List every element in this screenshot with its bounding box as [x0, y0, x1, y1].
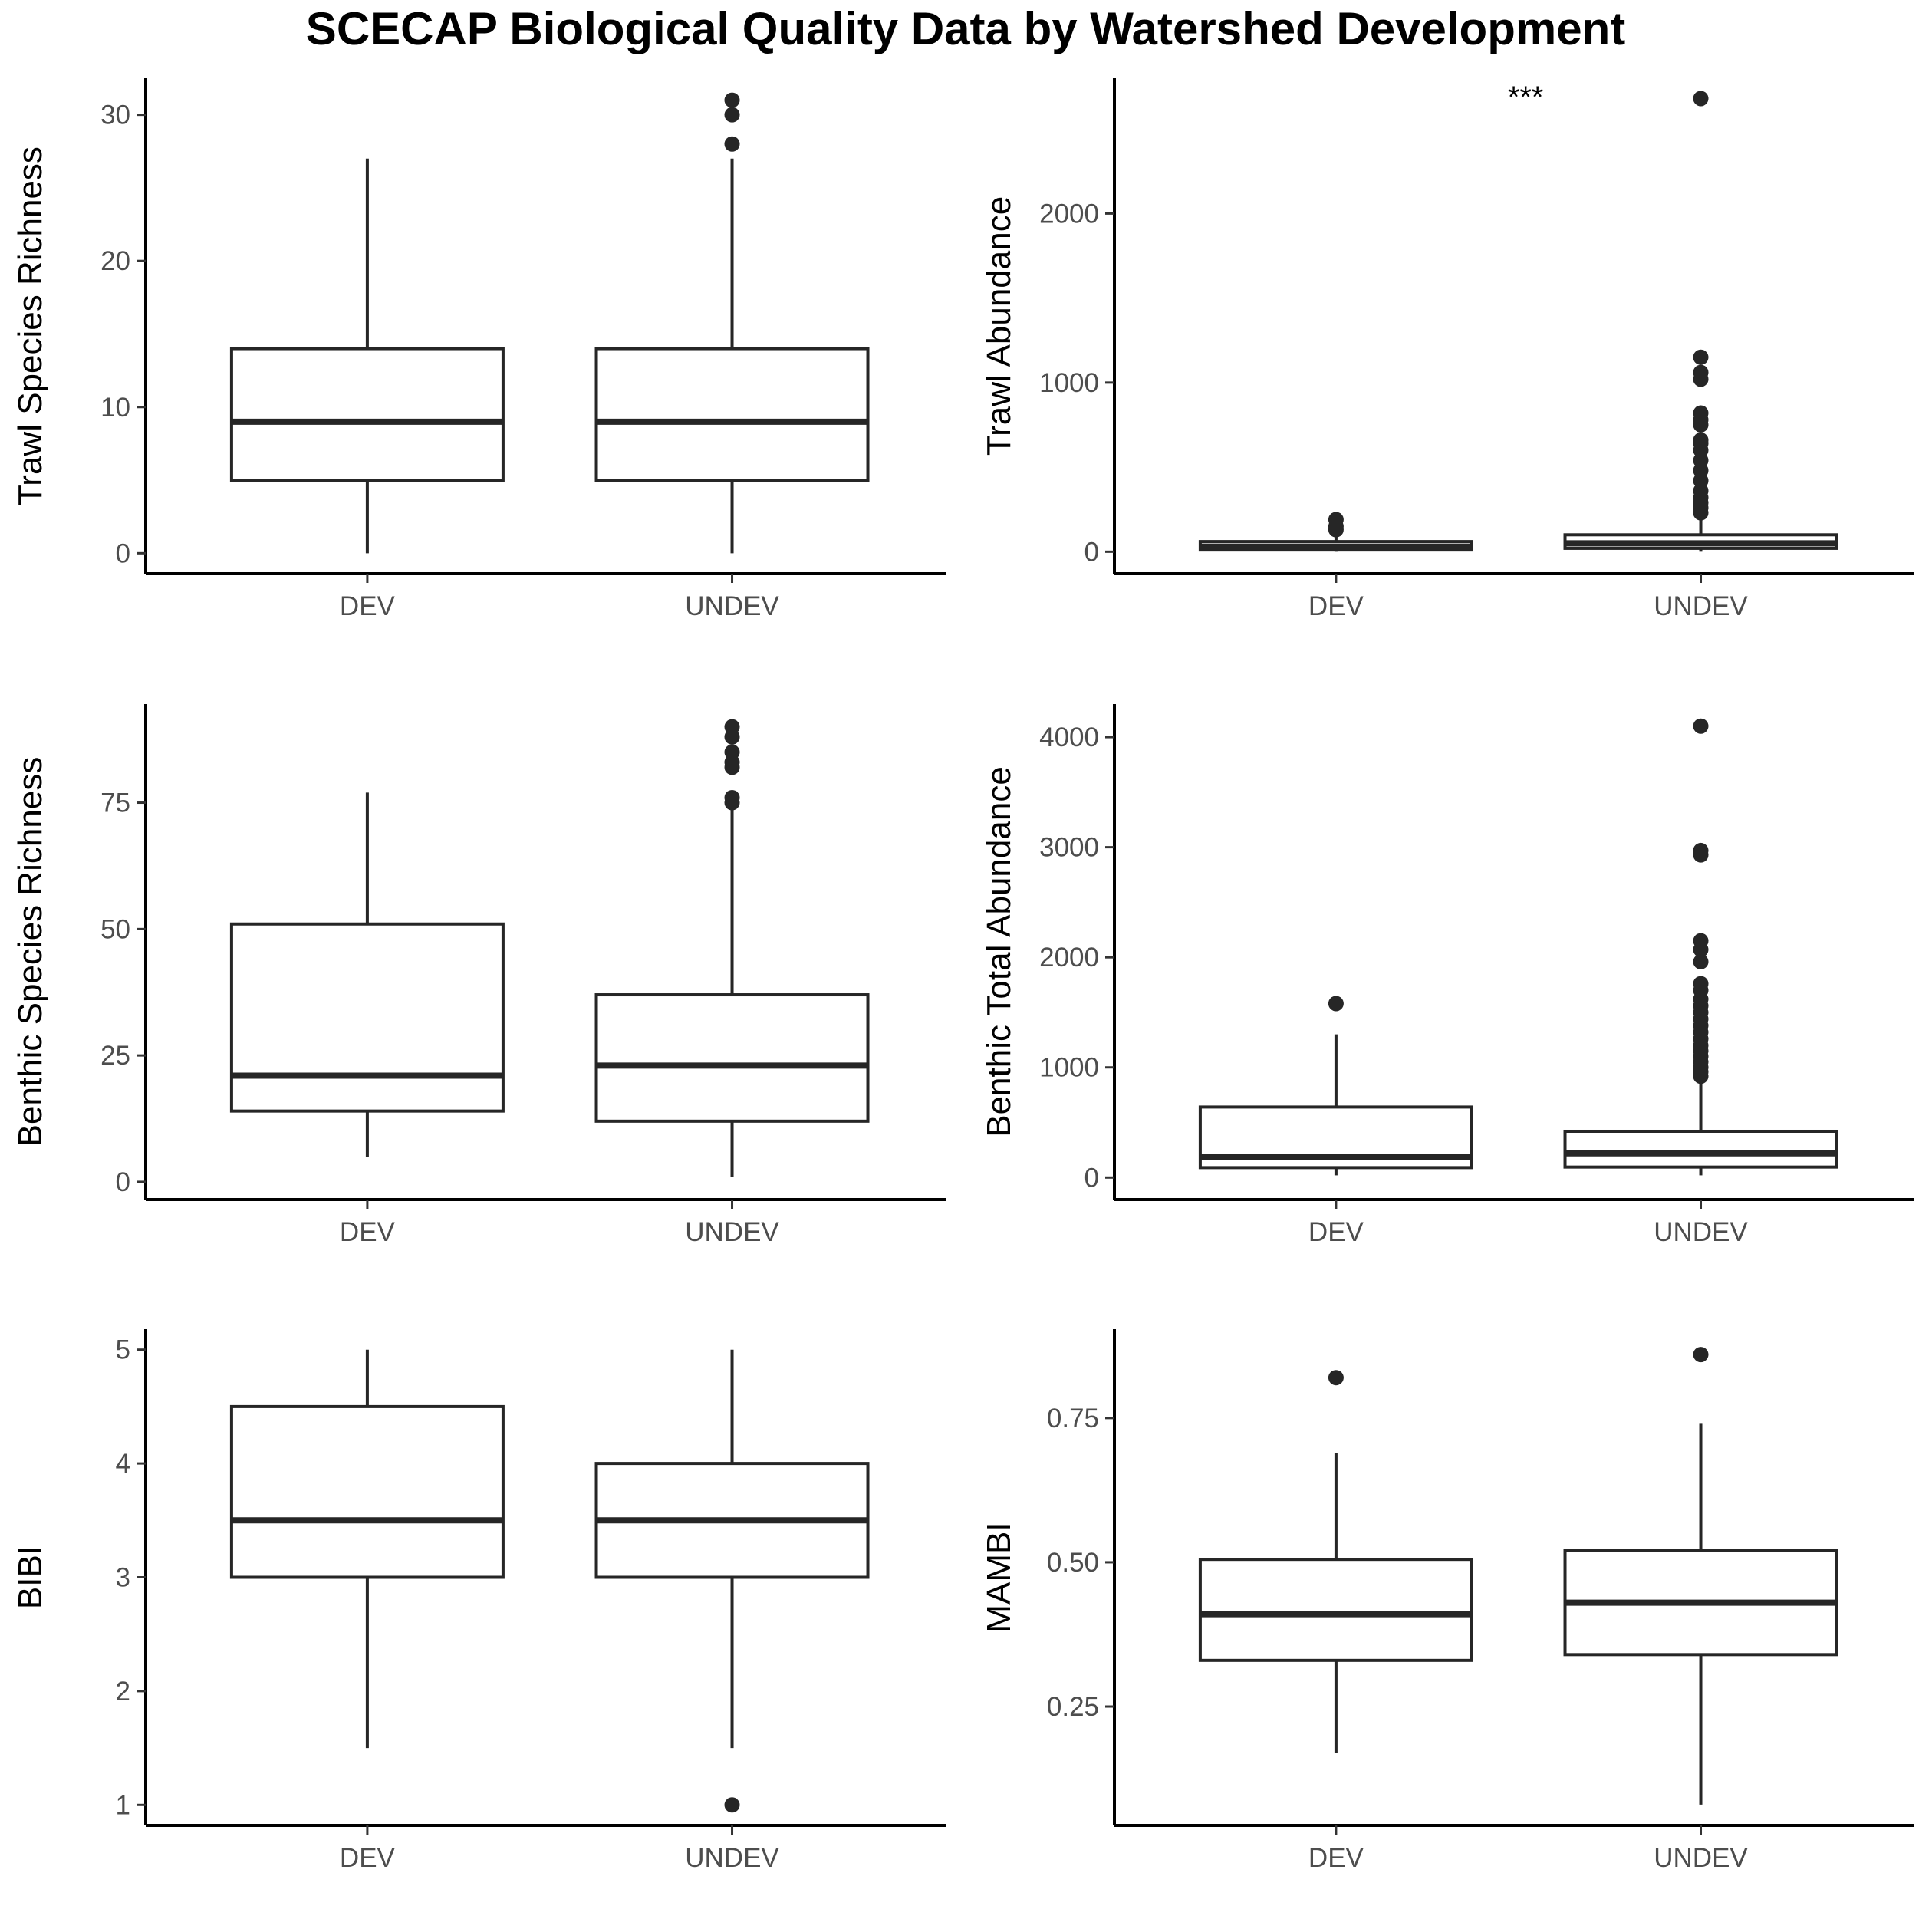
box-dev	[229, 792, 505, 1157]
y-tick-label: 50	[100, 914, 130, 944]
panel-6: MAMBI 0.25 0.50 0.75 DEV UNDEV	[980, 1329, 1914, 1873]
y-axis-label: Trawl Species Richness	[12, 146, 49, 505]
x-tick-label: DEV	[340, 591, 396, 621]
x-tick-label: UNDEV	[1654, 1217, 1748, 1247]
box-dev	[1198, 1370, 1473, 1753]
panel-5: BIBI 1 2 3 4 5 DEV UNDEV	[12, 1329, 946, 1873]
y-axis-label: BIBI	[12, 1545, 49, 1609]
y-tick-label: 30	[100, 100, 130, 130]
y-tick-label: 2000	[1039, 943, 1099, 973]
x-tick-label: DEV	[1308, 591, 1364, 621]
iqr-box	[229, 922, 505, 1113]
y-tick-label: 0.75	[1047, 1404, 1099, 1433]
outlier-point	[1693, 953, 1709, 969]
y-tick-label: 1000	[1039, 1053, 1099, 1083]
outlier-point	[1693, 933, 1709, 949]
y-axis-label: Benthic Total Abundance	[980, 766, 1018, 1137]
x-tick-label: UNDEV	[685, 591, 779, 621]
box-dev	[229, 1349, 505, 1749]
x-tick-label: UNDEV	[685, 1843, 779, 1873]
y-axis-label: Benthic Species Richness	[12, 757, 49, 1147]
iqr-box	[229, 347, 505, 482]
iqr-box	[594, 347, 870, 482]
y-tick-label: 0.50	[1047, 1548, 1099, 1578]
y-tick-label: 0.25	[1047, 1692, 1099, 1722]
x-tick-label: UNDEV	[1654, 1843, 1748, 1873]
figure-title: SCECAP Biological Quality Data by Waters…	[306, 3, 1625, 54]
outlier-point	[724, 136, 740, 152]
x-tick-label: DEV	[1308, 1843, 1364, 1873]
y-tick-label: 2	[116, 1677, 130, 1707]
x-tick-label: UNDEV	[1654, 591, 1748, 621]
box-dev	[229, 158, 505, 554]
y-tick-label: 5	[116, 1335, 130, 1365]
outlier-point	[724, 107, 740, 123]
outlier-point	[1693, 405, 1709, 421]
box-dev	[1198, 996, 1473, 1176]
outlier-point	[1693, 718, 1709, 734]
panel-2: Trawl Abundance 0 1000 2000 DEV UNDEV ***	[980, 78, 1914, 621]
x-tick-label: UNDEV	[685, 1217, 779, 1247]
y-tick-label: 4000	[1039, 722, 1099, 752]
y-tick-label: 1	[116, 1790, 130, 1820]
outlier-point	[1328, 1370, 1344, 1386]
significance-annotation: ***	[1508, 81, 1544, 114]
y-tick-label: 10	[100, 393, 130, 423]
box-undev	[594, 92, 870, 554]
outlier-point	[1693, 432, 1709, 448]
iqr-box	[1563, 1129, 1838, 1169]
y-tick-label: 25	[100, 1041, 130, 1071]
y-tick-label: 3000	[1039, 833, 1099, 863]
y-axis-label: MAMBI	[980, 1522, 1018, 1632]
box-undev	[1563, 718, 1838, 1176]
box-dev	[1198, 512, 1473, 552]
box-undev	[1563, 91, 1838, 552]
iqr-box	[594, 993, 870, 1123]
iqr-box	[1198, 1558, 1473, 1662]
y-axis-label: Trawl Abundance	[980, 196, 1018, 456]
x-tick-label: DEV	[340, 1843, 396, 1873]
outlier-point	[1693, 842, 1709, 858]
box-undev	[594, 719, 870, 1177]
y-tick-label: 0	[116, 538, 130, 568]
outlier-point	[1693, 976, 1709, 992]
y-tick-label: 1000	[1039, 368, 1099, 398]
box-undev	[594, 1349, 870, 1813]
outlier-point	[1693, 91, 1709, 107]
outlier-point	[724, 789, 740, 805]
y-tick-label: 3	[116, 1563, 130, 1593]
iqr-box	[229, 1404, 505, 1579]
y-tick-label: 0	[1084, 537, 1099, 567]
outlier-point	[724, 1797, 740, 1813]
x-tick-label: DEV	[1308, 1217, 1364, 1247]
outlier-point	[1693, 364, 1709, 380]
outlier-point	[1693, 349, 1709, 365]
outlier-point	[724, 92, 740, 108]
panel-3: Benthic Species Richness 0 25 50 75 DEV UNDEV	[12, 704, 946, 1247]
y-tick-label: 4	[116, 1449, 130, 1479]
outlier-point	[1328, 996, 1344, 1012]
y-tick-label: 0	[1084, 1163, 1099, 1193]
outlier-point	[724, 719, 740, 735]
y-tick-label: 2000	[1039, 199, 1099, 229]
x-tick-label: DEV	[340, 1217, 396, 1247]
y-tick-label: 75	[100, 788, 130, 818]
y-tick-label: 20	[100, 246, 130, 276]
panel-4: Benthic Total Abundance 0 1000 2000 3000 4000…	[980, 704, 1914, 1247]
outlier-point	[1693, 1347, 1709, 1363]
outlier-point	[1328, 512, 1344, 528]
box-undev	[1563, 1347, 1838, 1805]
outlier-point	[724, 744, 740, 760]
panel-1: Trawl Species Richness 0 10 20 30 DEV UNDEV	[12, 78, 946, 621]
y-tick-label: 0	[116, 1167, 130, 1197]
